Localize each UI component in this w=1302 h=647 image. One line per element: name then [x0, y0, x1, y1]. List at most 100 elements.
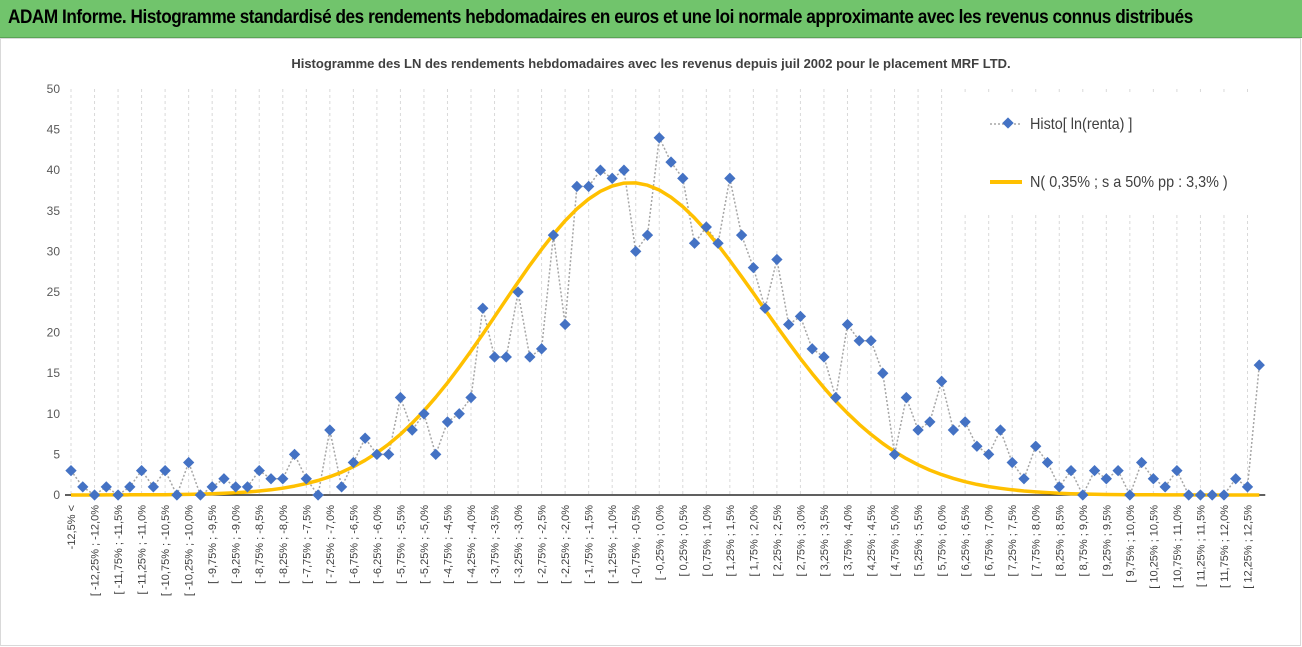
x-tick-label: [ -6,75% ; -6,5% — [348, 505, 360, 584]
y-tick-label: 25 — [47, 285, 61, 299]
histo-point — [1230, 473, 1242, 485]
histo-point — [877, 367, 889, 379]
histo-point — [371, 448, 383, 461]
histo-point — [1194, 489, 1207, 501]
x-tick-label: [ 11,75% ; 12,0% — [1219, 505, 1231, 588]
histo-point — [300, 473, 312, 485]
x-tick-label: [ -1,25% ; -1,0% — [607, 505, 619, 584]
histo-point — [1183, 489, 1195, 501]
x-tick-label: [ -11,25% ; -11,0% — [137, 505, 149, 595]
histo-point — [853, 335, 865, 347]
histo-point — [1253, 359, 1265, 371]
histo-point — [959, 416, 971, 428]
histo-point — [382, 448, 395, 461]
histo-point — [1088, 464, 1101, 477]
histo-point — [488, 351, 501, 363]
histo-point — [265, 473, 277, 485]
legend-symbols — [990, 117, 1022, 184]
y-tick-label: 20 — [47, 326, 61, 340]
x-tick-label: [ 9,25% ; 9,5% — [1101, 505, 1113, 577]
histo-point — [112, 489, 124, 501]
histo-point — [418, 408, 430, 420]
x-tick-label: [ 8,25% ; 8,5% — [1054, 505, 1066, 577]
histo-point — [594, 164, 607, 176]
histo-point — [606, 172, 618, 184]
x-tick-label: [ 7,75% ; 8,0% — [1031, 505, 1043, 577]
x-tick-label: [ 1,75% ; 2,0% — [748, 505, 760, 577]
legend: Histo[ ln(renta) ] N( 0,35% ; s a 50% pp… — [962, 92, 1292, 212]
histo-point — [735, 229, 748, 241]
x-tick-label: [ 5,25% ; 5,5% — [913, 505, 925, 577]
histo-point — [818, 351, 830, 363]
x-tick-label: [ -10,25% ; -10,0% — [184, 505, 196, 596]
histo-point — [971, 440, 983, 452]
legend-label-histo: Histo[ ln(renta) ] — [1030, 116, 1133, 133]
histo-point — [535, 343, 548, 355]
histo-point — [547, 229, 560, 241]
histo-point — [230, 481, 242, 493]
y-tick-label: 10 — [47, 407, 61, 421]
y-tick-label: 30 — [47, 244, 61, 258]
histo-point — [900, 391, 912, 404]
x-tick-label: [ -8,75% ; -8,5% — [254, 505, 266, 584]
histo-point — [241, 481, 254, 493]
x-tick-label: [ 2,25% ; 2,5% — [772, 505, 784, 577]
x-tick-label: [ -3,25% ; -3,0% — [513, 505, 525, 584]
x-tick-label: [ 10,25% ; 10,5% — [1148, 505, 1160, 589]
histo-point — [218, 473, 230, 485]
histo-point — [688, 237, 701, 249]
histo-point — [583, 180, 595, 193]
y-tick-label: 40 — [47, 163, 61, 177]
histo-point — [1159, 481, 1171, 493]
histo-point — [277, 473, 289, 485]
histo-point — [124, 481, 136, 493]
histo-point — [912, 424, 924, 436]
x-tick-label: [ -9,25% ; -9,0% — [231, 505, 243, 584]
x-tick-label: [ 0,25% ; 0,5% — [678, 505, 690, 577]
x-tick-label: [ 5,75% ; 6,0% — [937, 505, 949, 577]
x-tick-label: [ -11,75% ; -11,5% — [113, 505, 125, 595]
y-tick-label: 45 — [47, 123, 61, 137]
histo-point — [182, 456, 195, 469]
x-tick-label: [ -4,25% ; -4,0% — [466, 505, 478, 584]
histo-point — [559, 318, 571, 331]
histo-point — [1147, 473, 1160, 485]
histo-point — [1171, 464, 1183, 477]
histo-point — [147, 481, 160, 493]
histo-point — [724, 172, 736, 184]
y-tick-label: 0 — [53, 488, 60, 502]
x-tick-label: [ -2,25% ; -2,0% — [560, 505, 572, 584]
x-tick-label: [ -10,75% ; -10,5% — [160, 505, 172, 596]
histo-point — [983, 448, 995, 461]
histo-point — [171, 489, 183, 501]
y-tick-label: 50 — [47, 82, 61, 96]
y-tick-label: 15 — [47, 366, 61, 380]
histo-point — [312, 489, 324, 501]
histo-point — [194, 489, 207, 501]
x-tick-label: [ 6,25% ; 6,5% — [960, 505, 972, 577]
histo-point — [1030, 440, 1042, 452]
histo-point — [253, 464, 265, 477]
histo-point — [1018, 473, 1030, 485]
histo-point — [700, 221, 712, 233]
histo-point — [465, 391, 477, 404]
histo-point — [712, 237, 724, 249]
x-tick-label: [ 12,25% ; 12,5% — [1243, 505, 1255, 589]
histo-point — [500, 351, 512, 363]
y-tick-label: 35 — [47, 204, 61, 218]
normal-curve-line — [71, 181, 1260, 497]
histo-point — [759, 302, 771, 314]
histo-point — [618, 164, 630, 176]
x-tick-label: [ -5,25% ; -5,0% — [419, 505, 431, 584]
histo-point — [430, 448, 442, 461]
histo-point — [1006, 456, 1018, 469]
x-tick-label: [ 3,75% ; 4,0% — [842, 505, 854, 577]
histo-point — [888, 448, 901, 461]
x-tick-label: [ -1,75% ; -1,5% — [584, 505, 596, 584]
x-tick-label: [ 1,25% ; 1,5% — [725, 505, 737, 577]
histo-point — [1124, 489, 1136, 501]
histo-point — [865, 335, 877, 347]
histo-point — [477, 302, 489, 314]
histo-point — [347, 456, 360, 469]
x-tick-label: -12,5% < — [66, 505, 78, 549]
